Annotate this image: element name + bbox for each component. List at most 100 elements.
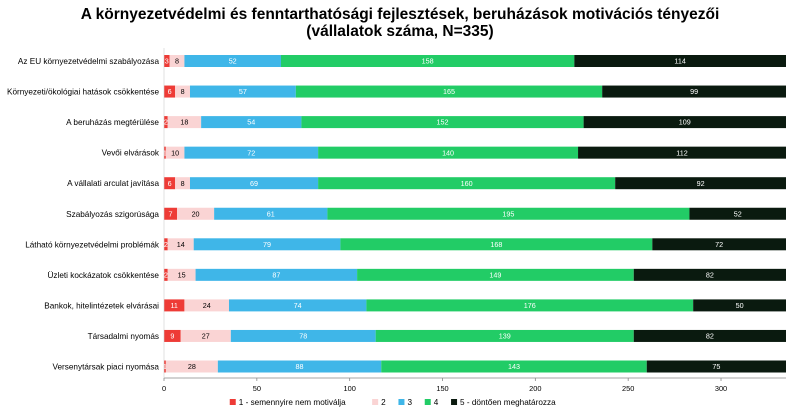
data-label: 57 xyxy=(239,87,247,96)
data-label: 11 xyxy=(170,301,177,310)
legend-swatch xyxy=(451,399,458,405)
bar-segment-s4 xyxy=(295,85,603,98)
category-label: Az EU környezetvédelmi szabályozása xyxy=(18,57,160,66)
data-label: 140 xyxy=(442,148,454,157)
x-tick-label: 100 xyxy=(343,384,355,393)
bar-segment-s2 xyxy=(169,55,185,67)
data-label: 18 xyxy=(180,118,188,127)
bar-segment-s2 xyxy=(175,85,190,98)
data-label: 7 xyxy=(168,209,172,218)
data-label: 54 xyxy=(247,118,255,127)
data-label: 82 xyxy=(706,332,714,341)
data-label: 79 xyxy=(263,240,271,249)
data-label: 165 xyxy=(443,87,455,96)
legend-label: 5 - döntően meghatározza xyxy=(460,398,556,407)
data-label: 82 xyxy=(706,270,714,279)
category-label: Vevői elvárások xyxy=(102,149,160,158)
x-tick-label: 50 xyxy=(253,384,261,393)
legend-swatch xyxy=(372,399,379,405)
bar-segment-s5 xyxy=(578,146,786,159)
bar-segment-s1 xyxy=(164,329,181,342)
bar-segment-s2 xyxy=(167,268,196,281)
bar-segment-s1 xyxy=(164,360,166,373)
data-label: 75 xyxy=(712,362,720,371)
bar-segment-s5 xyxy=(652,238,786,251)
data-label: 72 xyxy=(715,240,723,249)
legend-swatch xyxy=(424,399,431,405)
data-label: 143 xyxy=(508,362,520,371)
data-label: 109 xyxy=(679,118,691,127)
data-label: 158 xyxy=(422,57,434,66)
legend-swatch xyxy=(229,399,236,405)
data-label: 2 xyxy=(164,270,168,279)
category-label: Környezeti/ökológiai hatások csökkentése xyxy=(7,88,159,97)
legend-label: 4 xyxy=(434,398,439,407)
bar-segment-s3 xyxy=(189,177,319,190)
bar-segment-s3 xyxy=(184,146,319,159)
data-label: 61 xyxy=(267,209,275,218)
data-label: 2 xyxy=(164,240,168,249)
bar-segment-s5 xyxy=(633,268,786,281)
legend-swatch xyxy=(398,399,405,405)
category-label: A vállalati arculat javítása xyxy=(67,179,159,188)
data-label: 2 xyxy=(164,118,168,127)
bar-segment-s4 xyxy=(375,329,634,342)
data-label: 27 xyxy=(202,332,210,341)
category-label: Társadalmi nyomás xyxy=(88,332,159,341)
bar-segment-s4 xyxy=(301,116,584,129)
bar-segment-s3 xyxy=(201,116,302,129)
data-label: 195 xyxy=(502,209,514,218)
bar-segment-s4 xyxy=(327,207,690,220)
data-label: 87 xyxy=(272,270,280,279)
bar-segment-s4 xyxy=(357,268,634,281)
data-label: 14 xyxy=(177,240,185,249)
bar-segment-s1 xyxy=(164,177,176,190)
category-label: A beruházás megtérülése xyxy=(66,118,159,127)
bar-segment-s4 xyxy=(381,360,647,373)
bar-segment-s2 xyxy=(165,360,218,373)
bar-segment-s3 xyxy=(189,85,296,98)
x-tick-label: 300 xyxy=(715,384,727,393)
bar-segment-s2 xyxy=(184,299,229,312)
bar-segment-s2 xyxy=(167,238,194,251)
legend-label: 2 xyxy=(381,398,386,407)
bar-segment-s1 xyxy=(164,116,168,129)
category-label: Szabályozás szigorúsága xyxy=(66,210,159,219)
bar-segment-s5 xyxy=(583,116,786,129)
bar-segment-s3 xyxy=(228,299,367,312)
bar-segment-s5 xyxy=(693,299,786,312)
x-tick-label: 250 xyxy=(622,384,634,393)
bar-segment-s2 xyxy=(167,116,202,129)
bar-segment-s1 xyxy=(164,268,168,281)
x-tick-label: 0 xyxy=(162,384,166,393)
category-label: Látható környezetvédelmi problémák xyxy=(25,240,160,249)
data-label: 114 xyxy=(674,57,685,66)
x-tick-label: 150 xyxy=(436,384,448,393)
chart-subtitle: (vállalatok száma, N=335) xyxy=(306,23,494,40)
bar-segment-s3 xyxy=(195,268,358,281)
bar-segment-s5 xyxy=(574,55,786,67)
category-label: Bankok, hitelintézetek elvárásai xyxy=(44,301,159,310)
data-label: 1 xyxy=(163,362,167,371)
bar-segment-s2 xyxy=(165,146,185,159)
bar-segment-s5 xyxy=(689,207,786,220)
data-label: 69 xyxy=(250,179,258,188)
data-label: 92 xyxy=(697,179,705,188)
data-label: 52 xyxy=(734,209,742,218)
bar-segment-s2 xyxy=(180,329,231,342)
data-label: 28 xyxy=(188,362,196,371)
bar-segment-s4 xyxy=(318,146,579,159)
bar-segment-s4 xyxy=(366,299,694,312)
legend-label: 3 xyxy=(407,398,412,407)
data-label: 24 xyxy=(203,301,211,310)
data-label: 139 xyxy=(499,332,511,341)
data-label: 176 xyxy=(524,301,536,310)
data-label: 88 xyxy=(296,362,304,371)
category-label: Versenytársak piaci nyomása xyxy=(53,363,160,372)
bar-segment-s3 xyxy=(217,360,382,373)
x-tick-label: 200 xyxy=(529,384,541,393)
data-label: 8 xyxy=(181,179,185,188)
bar-segment-s3 xyxy=(193,238,341,251)
data-label: 52 xyxy=(229,57,237,66)
